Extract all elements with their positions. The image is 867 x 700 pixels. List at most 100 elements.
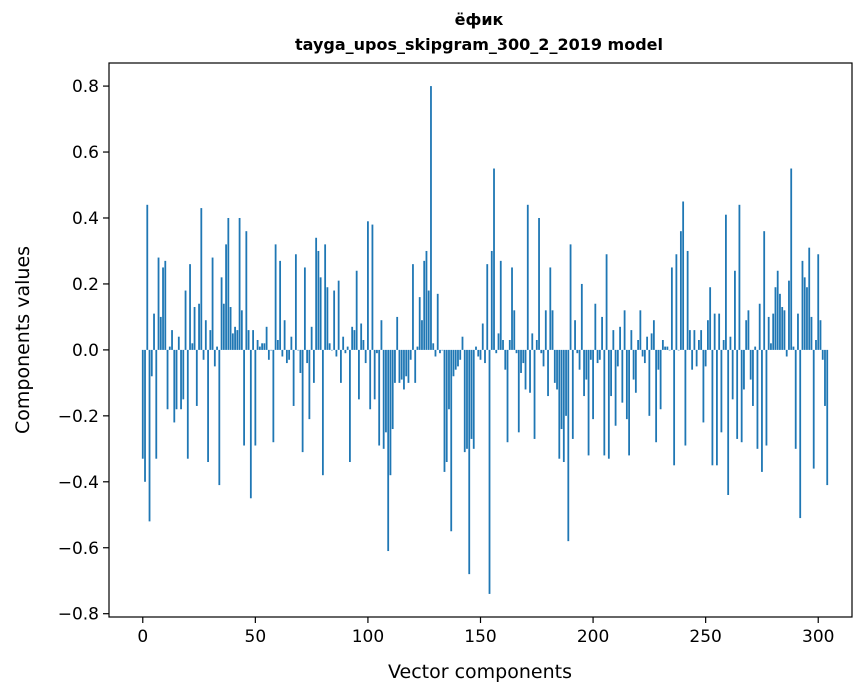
bar (502, 340, 504, 350)
bar (468, 349, 471, 575)
bar (556, 349, 558, 390)
bar (418, 297, 421, 350)
bar (360, 323, 363, 350)
bar (317, 250, 320, 350)
bar (407, 349, 410, 383)
bar (180, 349, 182, 410)
bar (603, 349, 606, 456)
bar (553, 349, 556, 383)
bar (774, 287, 777, 350)
bar (385, 349, 387, 433)
bar (511, 267, 513, 350)
bar (794, 349, 797, 449)
bar (540, 349, 543, 354)
bar (321, 349, 324, 476)
bar (698, 340, 700, 350)
x-tick-label: 100 (352, 627, 384, 647)
bar (150, 349, 153, 377)
x-tick-label: 150 (464, 627, 496, 647)
bar (803, 277, 806, 350)
bar (758, 303, 761, 350)
bar (612, 330, 615, 350)
bar (222, 303, 225, 350)
bar (405, 349, 408, 377)
bar (499, 260, 502, 350)
bar (815, 340, 817, 350)
bar (279, 260, 282, 350)
bar (177, 336, 180, 350)
bar (571, 349, 574, 439)
bar (171, 330, 173, 350)
bar (346, 346, 349, 350)
bar (810, 316, 813, 350)
bar (148, 349, 151, 522)
bar (256, 340, 259, 350)
bar (535, 340, 538, 350)
bar (648, 349, 651, 416)
bar (745, 320, 748, 350)
bar (191, 343, 194, 350)
bar (493, 168, 495, 350)
bar (337, 280, 340, 350)
bar (533, 349, 536, 439)
bar (824, 349, 826, 406)
bar (716, 349, 718, 466)
bar (247, 330, 250, 350)
bar (380, 320, 383, 350)
bar (198, 303, 200, 350)
bar (427, 290, 430, 350)
bar (436, 293, 439, 350)
bar (294, 254, 297, 350)
bar (461, 336, 464, 350)
bar (263, 343, 266, 350)
bar (630, 330, 633, 350)
bar (439, 349, 441, 354)
plot-frame (108, 62, 853, 618)
bar (333, 290, 336, 350)
bar (583, 349, 585, 397)
bar (578, 349, 581, 370)
bar (585, 349, 588, 380)
bar (353, 330, 356, 350)
bar (265, 326, 268, 350)
bar (234, 326, 236, 350)
bar (542, 349, 545, 367)
bar (477, 349, 480, 357)
bar (166, 349, 169, 410)
bar (743, 349, 745, 390)
bar (355, 270, 358, 350)
bar (432, 343, 435, 350)
bar (394, 349, 396, 383)
bar (808, 247, 811, 350)
bar (734, 270, 736, 350)
bar (470, 349, 473, 439)
bar (378, 349, 381, 446)
bar (522, 349, 525, 364)
bar (184, 290, 187, 350)
bar (175, 349, 178, 410)
bar (475, 346, 477, 350)
bar (567, 349, 570, 542)
x-tick-label: 50 (245, 627, 267, 647)
bar (504, 349, 507, 370)
bar (495, 349, 498, 354)
bar (740, 349, 743, 443)
bar (258, 346, 261, 350)
bar (416, 346, 419, 350)
bar (668, 349, 671, 351)
bar (589, 349, 592, 360)
bar (306, 349, 309, 364)
bar (319, 277, 322, 350)
bar (594, 303, 597, 350)
bar (443, 349, 446, 472)
x-tick-label: 0 (137, 627, 148, 647)
bar (153, 313, 155, 350)
bar (576, 349, 579, 354)
bar (508, 340, 511, 350)
bar (303, 267, 306, 350)
bar (236, 330, 239, 350)
bar (619, 326, 621, 350)
bar (472, 349, 475, 449)
y-axis-label: Components values (12, 246, 34, 434)
bar (531, 333, 534, 350)
